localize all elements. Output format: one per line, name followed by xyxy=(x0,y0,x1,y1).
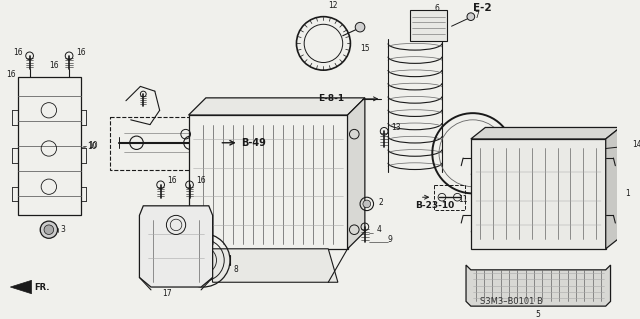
Circle shape xyxy=(40,221,58,238)
Text: 16: 16 xyxy=(6,70,16,79)
Polygon shape xyxy=(605,128,620,249)
Text: 2: 2 xyxy=(378,198,383,207)
Text: 7: 7 xyxy=(475,11,479,20)
Text: E-2: E-2 xyxy=(473,3,492,13)
Text: B-49: B-49 xyxy=(241,138,266,148)
Text: 1: 1 xyxy=(625,189,630,198)
Text: 10: 10 xyxy=(88,142,97,151)
Text: 11: 11 xyxy=(458,195,468,204)
Text: 15: 15 xyxy=(360,44,370,53)
Bar xyxy=(434,185,465,210)
Text: B-23-10: B-23-10 xyxy=(415,201,454,210)
Text: 10: 10 xyxy=(88,141,98,150)
Text: 8: 8 xyxy=(234,265,239,274)
Polygon shape xyxy=(471,139,605,249)
Circle shape xyxy=(623,142,631,150)
Text: 16: 16 xyxy=(196,176,206,185)
Text: 16: 16 xyxy=(168,176,177,185)
Circle shape xyxy=(355,22,365,32)
Polygon shape xyxy=(140,206,212,287)
Text: 13: 13 xyxy=(391,123,401,132)
Polygon shape xyxy=(471,128,620,139)
Polygon shape xyxy=(189,98,365,115)
Polygon shape xyxy=(466,265,611,306)
Circle shape xyxy=(467,13,475,20)
Text: 6: 6 xyxy=(434,4,439,12)
Text: S3M3–B0101 B: S3M3–B0101 B xyxy=(480,297,543,306)
Text: 16: 16 xyxy=(76,48,86,56)
Bar xyxy=(109,117,218,169)
Text: 9: 9 xyxy=(388,235,393,244)
Text: 16: 16 xyxy=(49,61,58,70)
Text: 3: 3 xyxy=(60,225,65,234)
Text: E-8-1: E-8-1 xyxy=(319,94,345,103)
Text: FR.: FR. xyxy=(35,283,50,292)
Text: 17: 17 xyxy=(163,289,172,298)
Polygon shape xyxy=(189,115,348,249)
Circle shape xyxy=(363,200,371,208)
Polygon shape xyxy=(348,98,365,249)
Polygon shape xyxy=(10,280,31,294)
Bar xyxy=(410,10,447,41)
Text: 5: 5 xyxy=(536,310,541,319)
Text: 14: 14 xyxy=(633,140,640,149)
Text: 12: 12 xyxy=(328,1,338,10)
Text: 16: 16 xyxy=(13,48,23,56)
Circle shape xyxy=(44,225,54,234)
Polygon shape xyxy=(208,249,338,282)
Text: 4: 4 xyxy=(376,225,381,234)
